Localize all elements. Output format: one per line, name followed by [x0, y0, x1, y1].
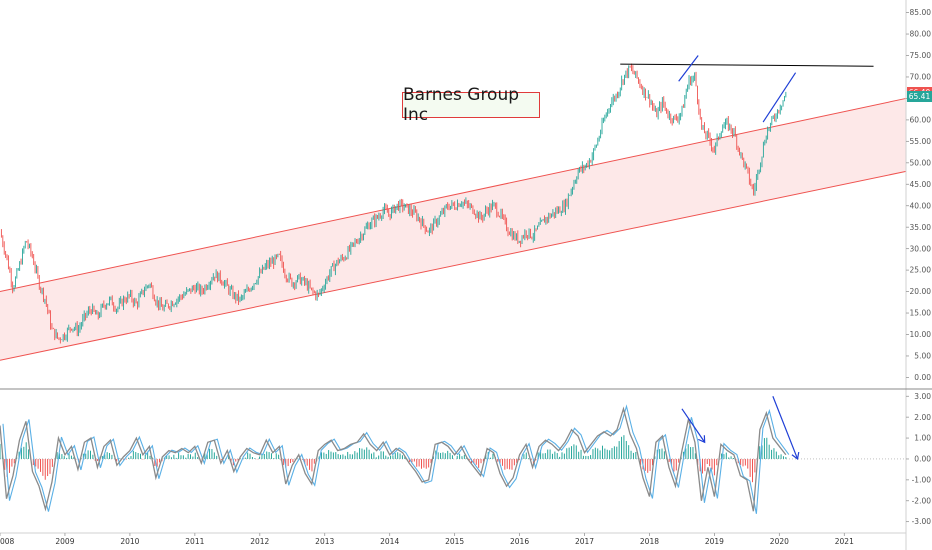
- x-tick-label: 2017: [575, 537, 594, 546]
- oscillator-signal-line: [2, 404, 790, 514]
- price-y-tick-label: 80.00: [910, 30, 932, 39]
- oscillator-annotation-arrowhead: [791, 451, 800, 461]
- oscillator-line: [0, 406, 787, 512]
- price-y-tick-label: 30.00: [910, 244, 932, 253]
- price-y-tick-label: 45.00: [910, 180, 932, 189]
- oscillator-annotation-line: [772, 396, 799, 460]
- price-y-tick-label: 15.00: [910, 309, 932, 318]
- x-tick-label: 2009: [55, 537, 74, 546]
- oscillator-annotation-arrowhead: [698, 435, 706, 444]
- x-tick-label: 2020: [770, 537, 789, 546]
- price-y-tick-label: 35.00: [910, 223, 932, 232]
- channel-fill: [0, 98, 906, 361]
- price-y-tick-label: 85.00: [910, 8, 932, 17]
- price-candles: [0, 63, 787, 344]
- x-tick-label: 2014: [380, 537, 399, 546]
- osc-y-tick-label: -1.00: [912, 475, 932, 484]
- osc-y-tick-label: 0.00: [914, 455, 931, 464]
- price-y-tick-label: 75.00: [910, 51, 932, 60]
- x-tick-label: 2011: [185, 537, 204, 546]
- x-tick-label: 2015: [445, 537, 464, 546]
- price-y-tick-label: 0.00: [914, 373, 931, 382]
- price-y-tick-label: 25.00: [910, 266, 932, 275]
- x-tick-label: 2010: [120, 537, 139, 546]
- oscillator-panel: [0, 396, 906, 514]
- price-y-tick-label: 5.00: [914, 352, 931, 361]
- osc-y-tick-label: 3.00: [914, 392, 931, 401]
- oscillator-annotation-line: [681, 408, 706, 443]
- x-tick-label: 2012: [250, 537, 269, 546]
- second-price-badge: 65.41: [907, 91, 932, 103]
- chart-title-label: Barnes Group Inc: [402, 85, 540, 125]
- x-tick-label: 008: [0, 537, 15, 546]
- trend-annotation-line: [762, 72, 797, 123]
- osc-y-tick-label: -3.00: [912, 517, 932, 526]
- price-annotations: [620, 55, 874, 123]
- price-y-tick-label: 60.00: [910, 115, 932, 124]
- price-y-tick-label: 40.00: [910, 201, 932, 210]
- x-tick-label: 2013: [315, 537, 334, 546]
- price-channel: [0, 97, 907, 361]
- channel-upper-line: [0, 97, 907, 293]
- price-y-tick-label: 55.00: [910, 137, 932, 146]
- x-tick-label: 2019: [705, 537, 724, 546]
- trend-annotation-line: [678, 55, 699, 82]
- osc-y-tick-label: 2.00: [914, 413, 931, 422]
- price-y-tick-label: 20.00: [910, 287, 932, 296]
- channel-lower-line: [0, 170, 907, 361]
- x-tick-label: 2021: [835, 537, 854, 546]
- x-tick-label: 2018: [640, 537, 659, 546]
- price-y-tick-label: 10.00: [910, 330, 932, 339]
- osc-y-tick-label: -2.00: [912, 496, 932, 505]
- osc-y-tick-label: 1.00: [914, 434, 931, 443]
- x-tick-label: 2016: [510, 537, 529, 546]
- price-y-tick-label: 50.00: [910, 158, 932, 167]
- price-y-tick-label: 70.00: [910, 73, 932, 82]
- resistance-line: [620, 63, 874, 67]
